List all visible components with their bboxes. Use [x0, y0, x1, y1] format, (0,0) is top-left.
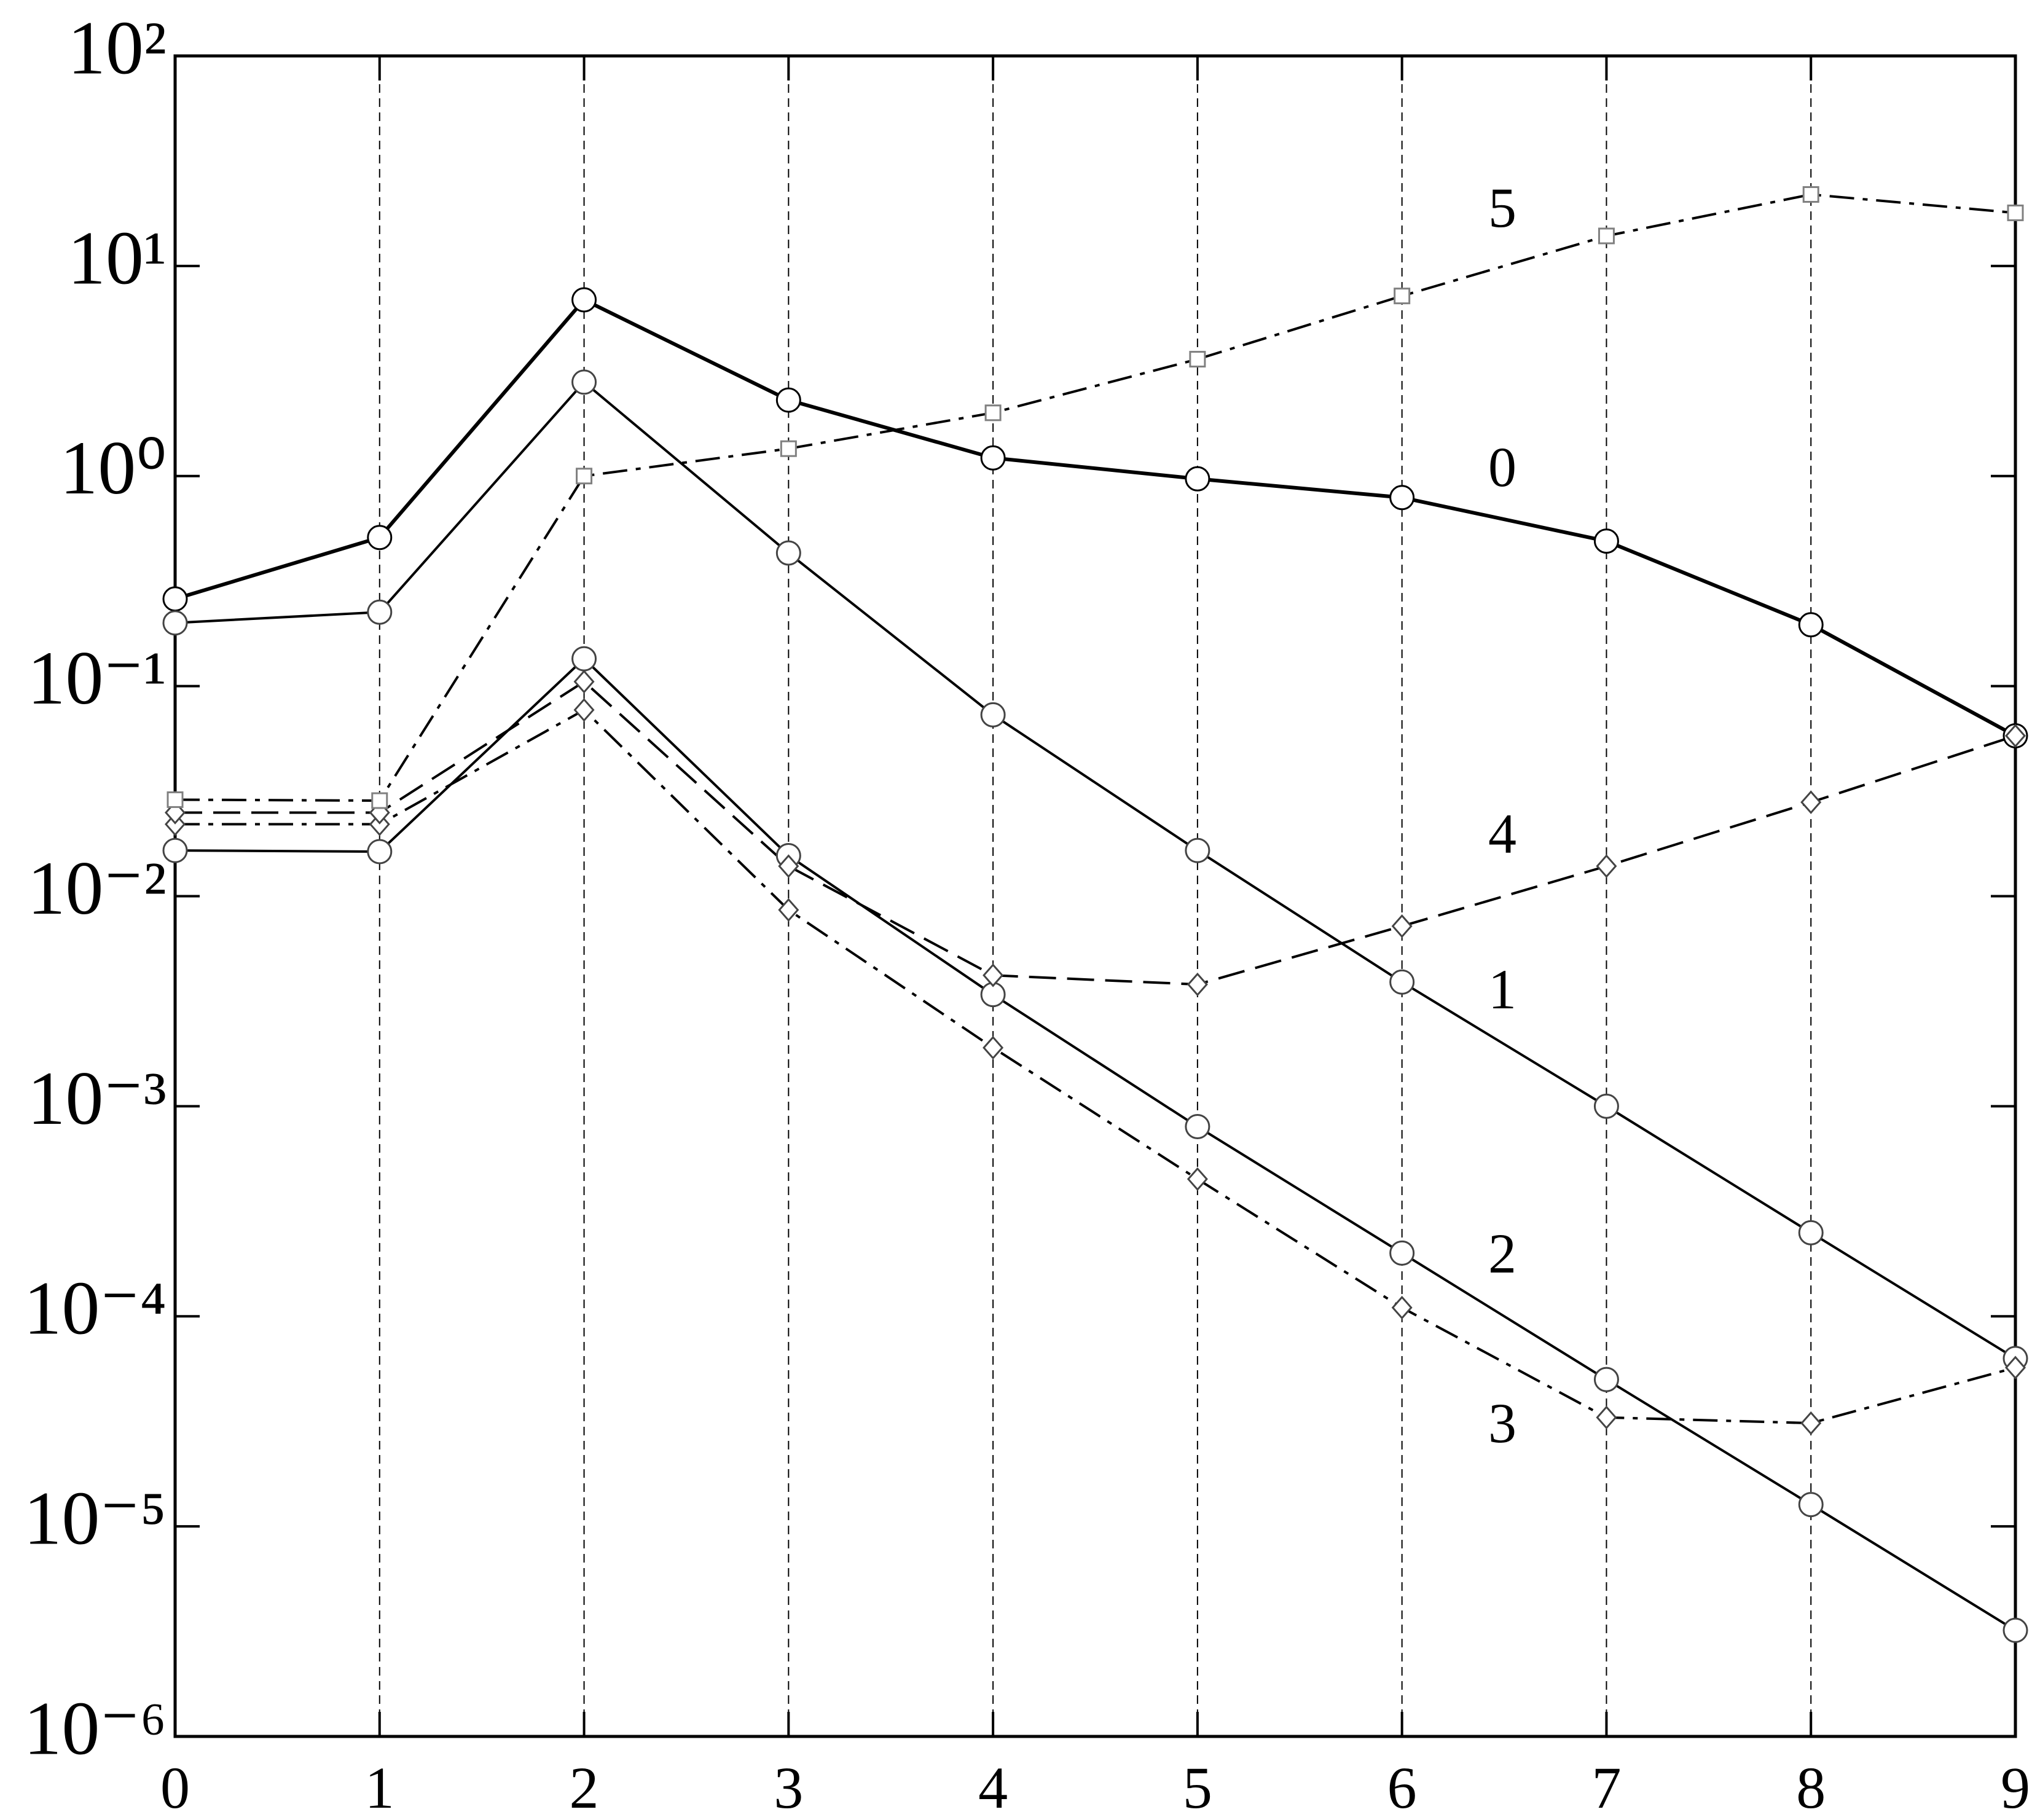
- marker: [1596, 854, 1617, 878]
- marker: [367, 839, 393, 865]
- marker: [2003, 1617, 2028, 1643]
- y-tick-label: 10⁻⁴: [23, 1266, 167, 1351]
- marker: [775, 387, 801, 413]
- x-tick-label: 1: [365, 1755, 394, 1820]
- y-tick-label: 10⁰: [60, 426, 167, 510]
- marker: [1189, 351, 1206, 368]
- marker: [1185, 837, 1210, 863]
- marker: [1593, 1093, 1619, 1119]
- marker: [1389, 969, 1415, 995]
- series-line: [175, 680, 2016, 986]
- y-tick-label: 10⁻⁶: [23, 1686, 167, 1770]
- series-line: [175, 380, 2017, 1360]
- marker: [1185, 466, 1210, 492]
- y-tick-label: 10¹: [68, 216, 167, 300]
- marker: [1187, 972, 1208, 997]
- x-tick-label: 2: [570, 1755, 599, 1820]
- marker: [369, 801, 390, 825]
- series-line: [175, 657, 2017, 1632]
- y-tick-label: 10⁻²: [27, 846, 167, 930]
- marker: [1185, 1114, 1210, 1140]
- series-label: 2: [1488, 1222, 1516, 1285]
- marker: [571, 369, 597, 395]
- y-tick-label: 10²: [68, 6, 167, 90]
- plot-frame: [173, 54, 2017, 1738]
- marker: [1598, 227, 1615, 245]
- marker: [167, 791, 184, 808]
- series-line: [175, 193, 2016, 802]
- marker: [980, 445, 1006, 471]
- series-line: [175, 297, 2017, 738]
- x-tick-label: 0: [160, 1755, 190, 1820]
- series-label: 3: [1488, 1392, 1516, 1454]
- marker: [1593, 528, 1619, 554]
- marker: [1391, 1295, 1413, 1320]
- marker: [1798, 1492, 1824, 1518]
- marker: [980, 702, 1006, 728]
- marker: [367, 525, 393, 551]
- series-label: 4: [1488, 802, 1516, 865]
- marker: [1802, 186, 1819, 203]
- x-tick-label: 8: [1796, 1755, 1826, 1820]
- marker: [1394, 288, 1411, 305]
- y-tick-label: 10⁻¹: [27, 636, 167, 720]
- marker: [775, 540, 801, 566]
- x-tick-label: 9: [2001, 1755, 2030, 1820]
- y-tick-label: 10⁻⁵: [23, 1477, 167, 1561]
- y-tick-label: 10⁻³: [27, 1056, 167, 1140]
- marker: [371, 792, 388, 809]
- marker: [983, 1035, 1004, 1060]
- series-label: 1: [1488, 958, 1516, 1021]
- series-line: [175, 708, 2016, 1425]
- x-tick-label: 6: [1387, 1755, 1417, 1820]
- series-label: 5: [1488, 176, 1516, 239]
- marker: [576, 468, 593, 485]
- marker: [778, 898, 799, 922]
- marker: [1389, 1240, 1415, 1266]
- marker: [984, 404, 1002, 422]
- marker: [2004, 1355, 2026, 1379]
- marker: [162, 586, 188, 612]
- marker: [571, 646, 597, 672]
- marker: [162, 610, 188, 636]
- marker: [1798, 612, 1824, 638]
- x-tick-label: 3: [774, 1755, 803, 1820]
- marker: [983, 963, 1004, 987]
- marker: [2004, 724, 2026, 748]
- marker: [162, 837, 188, 863]
- marker: [2007, 204, 2024, 221]
- marker: [1800, 1411, 1822, 1435]
- marker: [1593, 1367, 1619, 1392]
- marker: [367, 599, 393, 625]
- marker: [1596, 1405, 1617, 1430]
- marker: [573, 698, 595, 722]
- marker: [164, 801, 186, 825]
- marker: [1187, 1167, 1208, 1191]
- marker: [1798, 1220, 1824, 1245]
- marker: [1391, 914, 1413, 938]
- marker: [1389, 485, 1415, 511]
- marker: [571, 287, 597, 313]
- marker: [1800, 790, 1822, 814]
- x-tick-label: 5: [1183, 1755, 1212, 1820]
- x-tick-label: 4: [978, 1755, 1008, 1820]
- marker: [778, 854, 799, 878]
- series-label: 0: [1488, 436, 1516, 498]
- marker: [573, 670, 595, 694]
- marker: [780, 440, 797, 457]
- x-tick-label: 7: [1591, 1755, 1621, 1820]
